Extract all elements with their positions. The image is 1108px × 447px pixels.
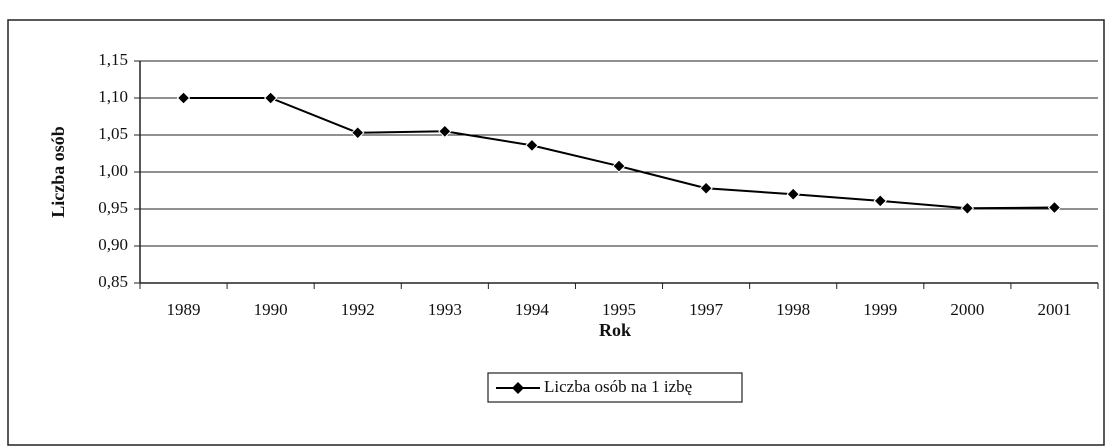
marker	[786, 187, 800, 201]
marker	[612, 159, 626, 173]
line	[183, 97, 1055, 210]
marker	[873, 194, 887, 208]
marker	[699, 181, 713, 195]
x-tick-label: 2000	[950, 300, 984, 319]
x-tick-label: 2001	[1037, 300, 1071, 319]
marker	[351, 126, 365, 140]
y-tick-label: 1,10	[98, 87, 128, 106]
legend-label: Liczba osób na 1 izbę	[544, 377, 692, 396]
x-tick-label: 1997	[689, 300, 724, 319]
chart-frame	[7, 19, 1105, 446]
x-tick-label: 1990	[254, 300, 288, 319]
y-axis-label: Liczba osób	[48, 126, 68, 218]
x-tick-label: 1999	[863, 300, 897, 319]
y-tick-label: 0,95	[98, 198, 128, 217]
x-tick-label: 1998	[776, 300, 810, 319]
legend-marker	[512, 382, 524, 394]
marker	[438, 124, 452, 139]
x-tick-label: 1989	[167, 300, 201, 319]
y-tick-label: 1,00	[98, 161, 128, 180]
x-axis-label: Rok	[599, 320, 631, 340]
marker	[1047, 200, 1062, 215]
y-tick-label: 1,15	[98, 50, 128, 69]
marker	[176, 91, 191, 105]
x-tick-label: 1993	[428, 300, 462, 319]
marker	[263, 91, 278, 105]
marker	[525, 138, 539, 153]
y-tick-label: 0,90	[98, 235, 128, 254]
y-tick-label: 0,85	[98, 272, 128, 291]
y-tick-label: 1,05	[98, 124, 128, 143]
x-tick-label: 1994	[515, 300, 550, 319]
x-tick-label: 1992	[341, 300, 375, 319]
marker	[960, 201, 975, 215]
x-tick-label: 1995	[602, 300, 636, 319]
